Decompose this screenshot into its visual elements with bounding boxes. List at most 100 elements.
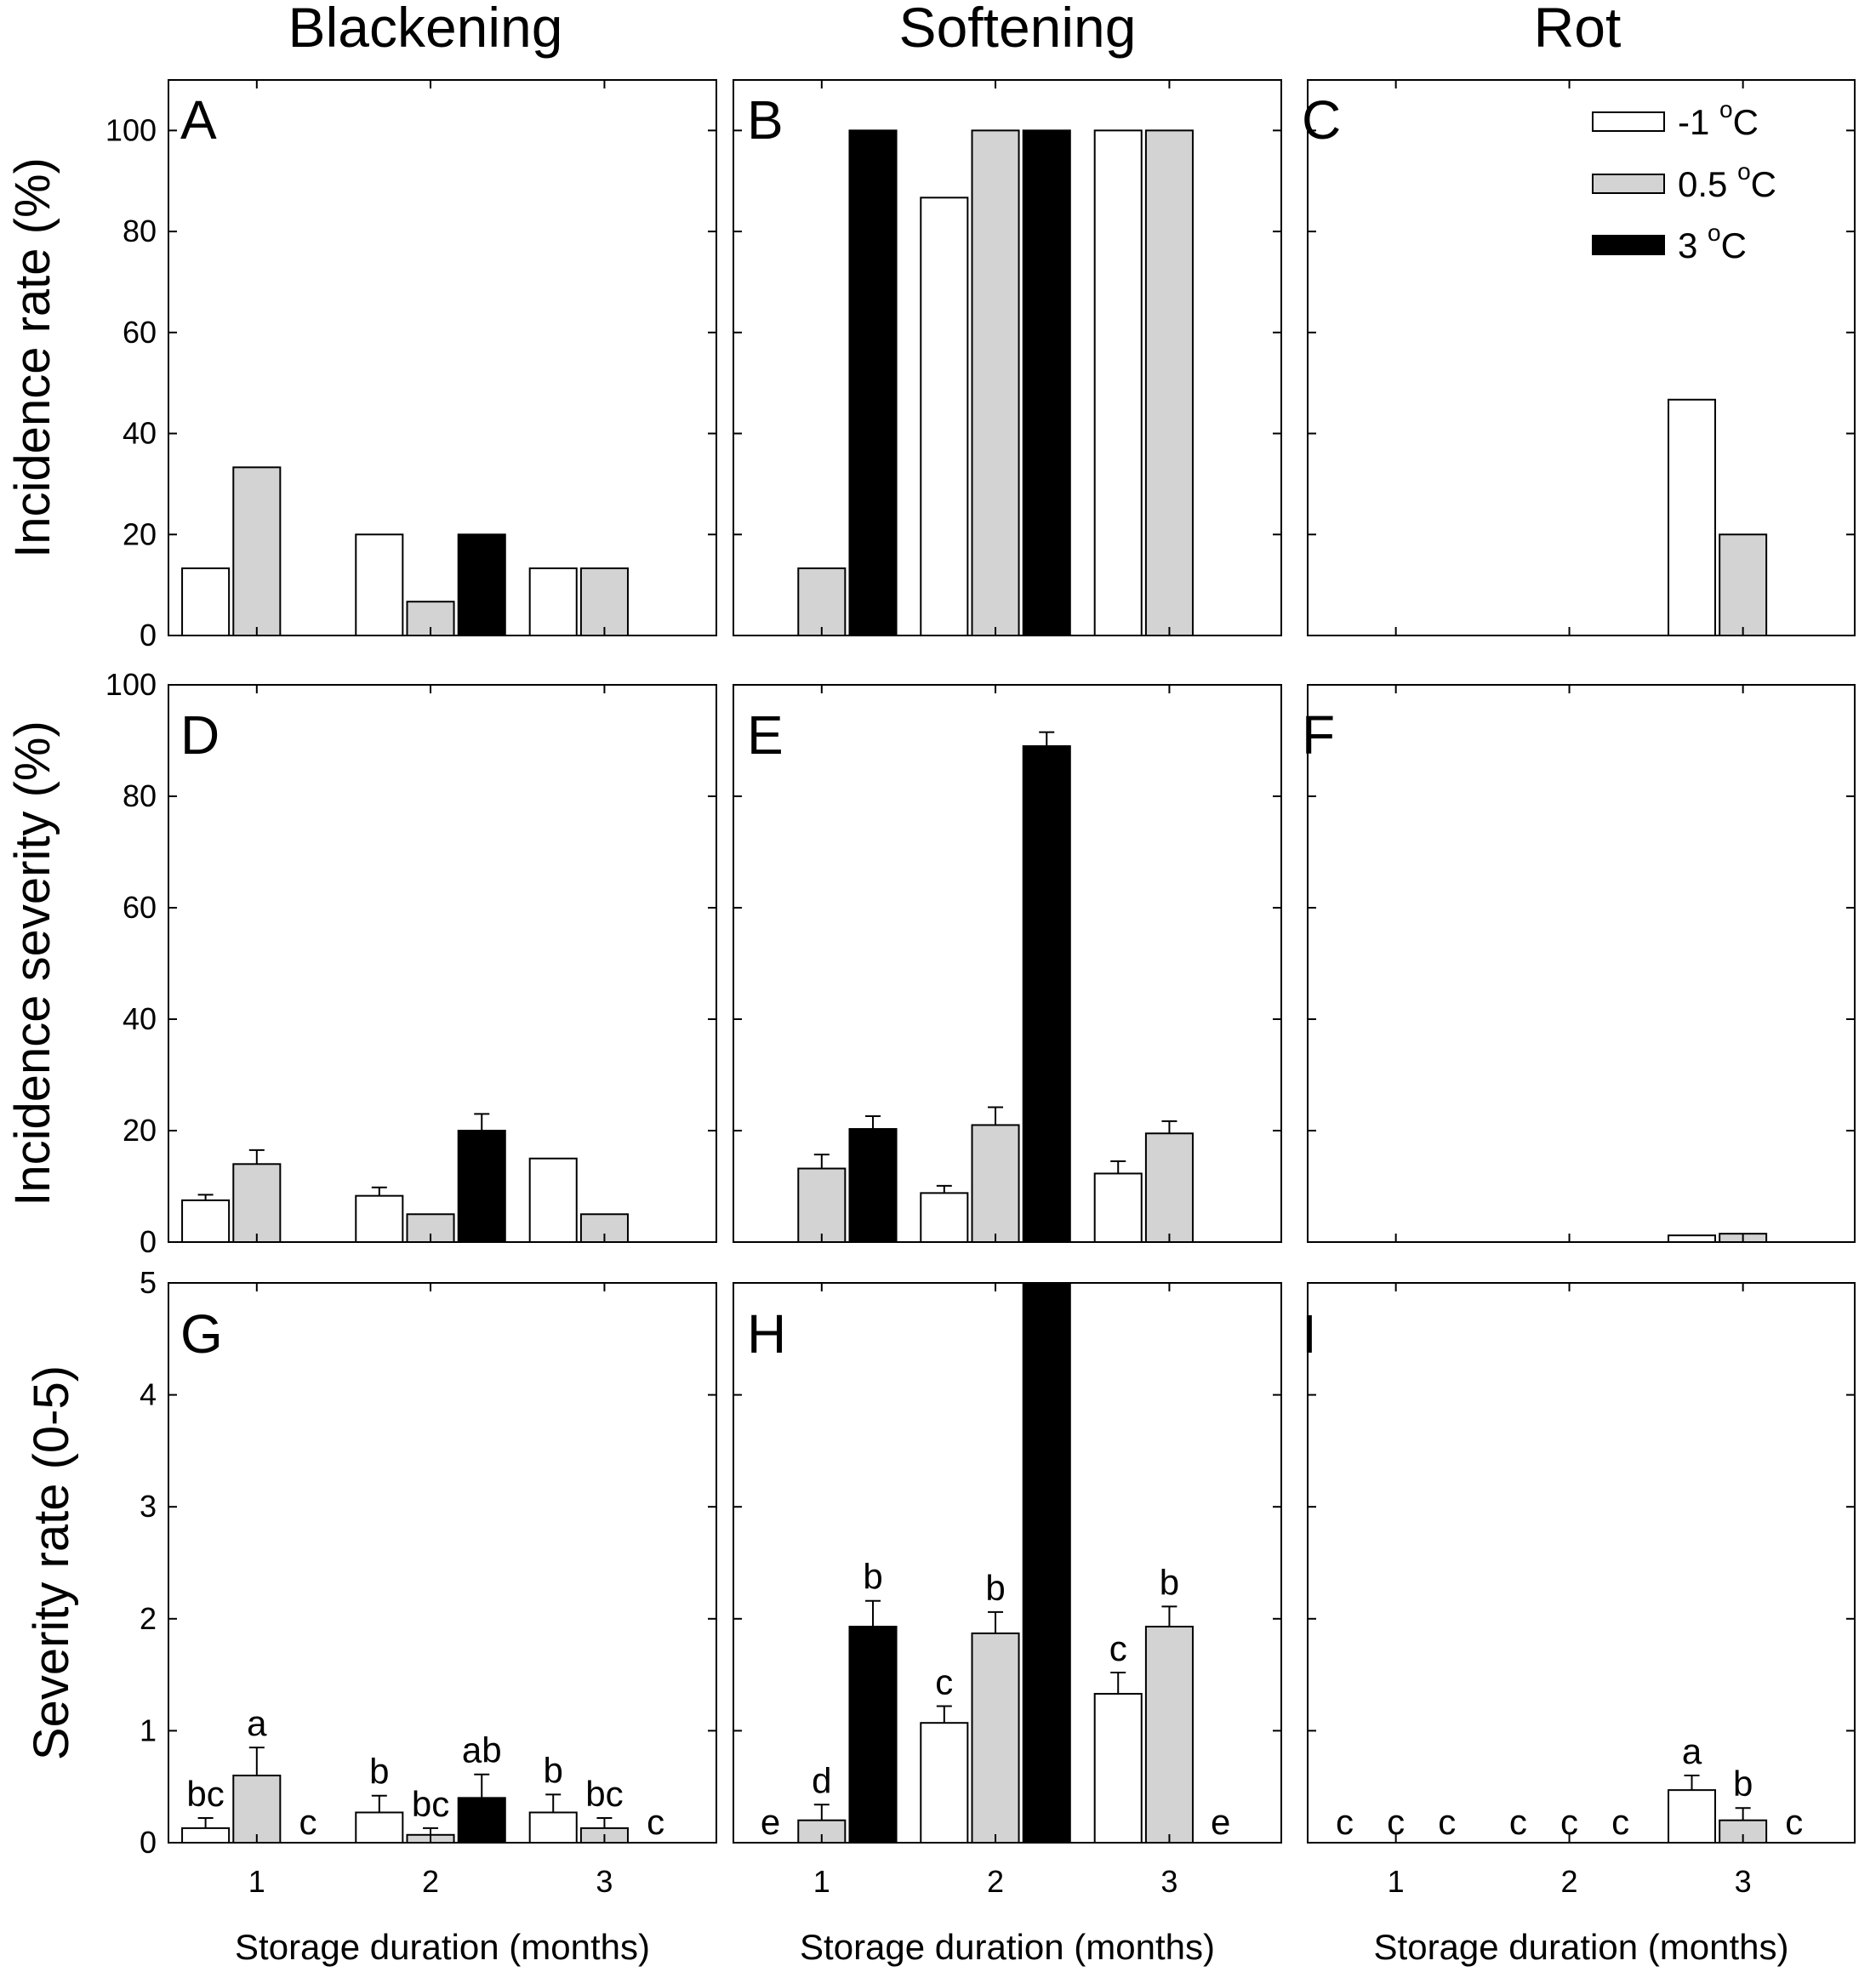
y-tick-label-D-100: 100 (105, 667, 157, 702)
significance-label-H-s2-m1: d (812, 1760, 831, 1800)
x-axis-title-softening: Storage duration (months) (800, 1927, 1215, 1967)
legend: -1 oC0.5 oC3 oC (1592, 96, 1776, 265)
plot-frame-G (168, 1282, 717, 1844)
panel-E: E (733, 684, 1282, 1244)
y-tick-label-D-60: 60 (123, 890, 157, 925)
legend-label-3: 3 oC (1678, 219, 1747, 265)
panel-D: 0 20 40 60 80 100 D (105, 667, 717, 1259)
bar-G-s2-m1 (232, 1775, 282, 1844)
legend-swatch-2 (1592, 174, 1665, 194)
significance-label-G-s2-m3: bc (585, 1774, 623, 1814)
y-tick-label-G-2: 2 (140, 1601, 157, 1636)
bar-B-s2-m1 (797, 567, 847, 637)
bar-F-s1-m3 (1668, 1234, 1717, 1244)
bar-H-s1-m2 (920, 1722, 969, 1844)
significance-label-I-s3-m2: c (1611, 1802, 1629, 1842)
bar-A-s2-m3 (579, 567, 629, 637)
bar-H-s3-m2 (1022, 1282, 1071, 1844)
panel-F: F (1302, 684, 1856, 1244)
panel-C: C (1302, 79, 1856, 636)
bar-A-s3-m2 (457, 533, 506, 636)
bar-B-s1-m3 (1093, 129, 1143, 636)
panel-letter-H: H (747, 1303, 786, 1365)
bar-D-s1-m3 (528, 1157, 578, 1243)
x-tick-label-G-1: 1 (248, 1864, 265, 1899)
legend-degree-1: o (1719, 96, 1733, 123)
bar-B-s3-m2 (1022, 129, 1071, 636)
bar-B-s1-m2 (920, 197, 969, 637)
plot-frame-D (168, 684, 717, 1243)
legend-value-2: 0.5 (1678, 164, 1737, 204)
bar-G-s1-m2 (355, 1811, 404, 1844)
bar-B-s2-m2 (971, 129, 1020, 636)
column-title-softening: Softening (899, 0, 1137, 59)
bar-D-s1-m1 (181, 1199, 231, 1243)
bar-B-s2-m3 (1144, 129, 1194, 636)
plot-frame-E (733, 684, 1282, 1243)
bar-E-s2-m1 (797, 1167, 847, 1244)
plot-frame-F (1307, 684, 1856, 1243)
significance-label-I-s1-m2: c (1509, 1802, 1527, 1842)
bar-E-s1-m2 (920, 1192, 969, 1243)
significance-label-H-s1-m2: c (935, 1661, 953, 1701)
legend-degree-2: o (1737, 158, 1751, 185)
bar-E-s3-m1 (848, 1128, 898, 1244)
y-tick-label-A-60: 60 (123, 315, 157, 350)
plot-frame-A (168, 79, 717, 636)
column-title-blackening: Blackening (288, 0, 563, 59)
significance-label-G-s1-m2: b (369, 1752, 389, 1792)
significance-label-H-s2-m3: b (1160, 1562, 1179, 1602)
panel-B: B (733, 79, 1282, 637)
bar-E-s2-m3 (1144, 1132, 1194, 1244)
bar-H-s3-m1 (848, 1626, 898, 1844)
panel-A: 0 20 40 60 80 100 A (105, 79, 717, 653)
legend-label-1: -1 oC (1678, 96, 1759, 142)
y-tick-label-A-20: 20 (123, 516, 157, 551)
y-tick-label-D-0: 0 (140, 1224, 157, 1259)
bar-D-s2-m1 (232, 1163, 282, 1244)
bar-G-s1-m3 (528, 1811, 578, 1844)
y-tick-label-D-80: 80 (123, 778, 157, 813)
significance-label-H-s1-m3: c (1109, 1628, 1127, 1668)
y-tick-label-D-20: 20 (123, 1113, 157, 1148)
bar-A-s1-m2 (355, 533, 404, 636)
x-tick-label-G-2: 2 (422, 1864, 439, 1899)
bar-E-s3-m2 (1022, 745, 1071, 1243)
y-tick-label-G-4: 4 (140, 1377, 157, 1412)
y-tick-label-D-40: 40 (123, 1001, 157, 1036)
legend-value-1: -1 (1678, 102, 1719, 142)
y-tick-label-A-0: 0 (140, 618, 157, 653)
legend-degree-3: o (1708, 219, 1721, 246)
bar-D-s3-m2 (457, 1130, 506, 1243)
significance-label-I-s2-m3: b (1733, 1764, 1753, 1804)
bar-E-s1-m3 (1093, 1172, 1143, 1244)
panel-letter-G: G (180, 1303, 223, 1365)
bar-A-s2-m1 (232, 466, 282, 636)
bar-I-s1-m3 (1668, 1789, 1717, 1844)
x-tick-label-I-1: 1 (1388, 1864, 1405, 1899)
bar-H-s2-m3 (1144, 1626, 1194, 1844)
y-tick-label-G-3: 3 (140, 1489, 157, 1524)
bar-H-s2-m2 (971, 1632, 1020, 1844)
significance-label-G-s1-m1: bc (186, 1774, 224, 1814)
significance-label-I-s3-m1: c (1438, 1802, 1456, 1842)
x-tick-label-G-3: 3 (596, 1864, 613, 1899)
y-tick-label-A-100: 100 (105, 112, 157, 147)
significance-label-G-s2-m2: bc (412, 1784, 449, 1824)
legend-unit-3: C (1721, 225, 1747, 265)
bar-E-s2-m2 (971, 1124, 1020, 1243)
significance-label-G-s3-m2: ab (462, 1730, 502, 1770)
y-axis-title-severity-rate: Severity rate (0-5) (24, 1365, 79, 1760)
y-axis-title-incidence-rate: Incidence rate (%) (5, 157, 60, 558)
plot-frame-H (733, 1282, 1282, 1844)
bar-A-s1-m3 (528, 567, 578, 637)
panel-letter-E: E (747, 704, 784, 766)
bar-C-s2-m3 (1719, 533, 1768, 636)
significance-label-G-s2-m1: a (247, 1703, 267, 1743)
plot-frame-I (1307, 1282, 1856, 1844)
significance-label-H-s3-m2: a (1037, 1310, 1058, 1350)
bar-B-s3-m1 (848, 129, 898, 636)
